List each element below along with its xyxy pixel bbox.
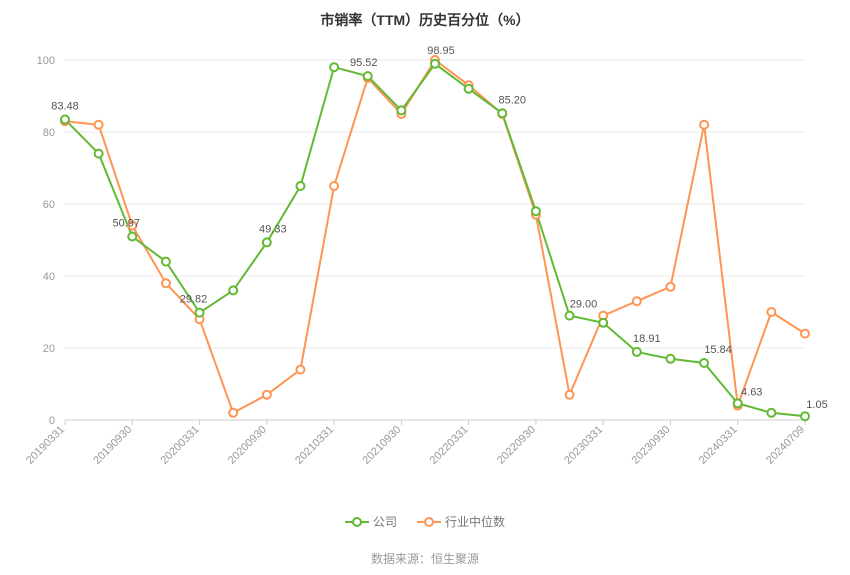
x-axis-label: 20190930 (91, 424, 134, 467)
legend-label: 公司 (373, 513, 397, 530)
data-label: 98.95 (427, 45, 455, 57)
legend-label: 行业中位数 (445, 513, 505, 530)
marker-company (95, 150, 103, 158)
marker-industry (666, 283, 674, 291)
marker-company (532, 207, 540, 215)
series-line-industry (65, 60, 805, 413)
legend-swatch (417, 516, 441, 528)
marker-industry (767, 308, 775, 316)
marker-company (599, 319, 607, 327)
marker-industry (566, 391, 574, 399)
data-label: 29.00 (570, 299, 598, 311)
marker-company (397, 106, 405, 114)
marker-industry (801, 330, 809, 338)
marker-company (633, 348, 641, 356)
legend-item-company[interactable]: 公司 (345, 513, 397, 530)
y-axis-label: 0 (49, 415, 55, 427)
chart-container: 市销率（TTM）历史百分位（%） 0 20 40 60 80 100 20190331 201… (0, 0, 850, 575)
chart-svg: 0 20 40 60 80 100 20190331 20190930 20200331 2020… (0, 0, 850, 500)
x-axis-label: 20240331 (697, 424, 740, 467)
y-axis-label: 40 (43, 271, 55, 283)
legend-swatch (345, 516, 369, 528)
data-label: 4.63 (741, 386, 762, 398)
marker-company (566, 312, 574, 320)
marker-company (296, 182, 304, 190)
legend-item-industry[interactable]: 行业中位数 (417, 513, 505, 530)
marker-company (196, 309, 204, 317)
x-axis-label: 20200930 (226, 424, 269, 467)
marker-industry (633, 297, 641, 305)
x-axis-label: 20220930 (495, 424, 538, 467)
marker-industry (263, 391, 271, 399)
x-axis-label: 20190331 (24, 424, 67, 467)
marker-company (465, 85, 473, 93)
x-axis-label: 20210331 (293, 424, 336, 467)
marker-company (263, 238, 271, 246)
marker-company (431, 60, 439, 68)
y-axis-label: 60 (43, 199, 55, 211)
data-label: 18.91 (633, 333, 661, 345)
marker-industry (700, 121, 708, 129)
marker-company (498, 109, 506, 117)
data-label: 1.05 (806, 399, 827, 411)
marker-industry (95, 121, 103, 129)
y-axis-label: 100 (37, 55, 55, 67)
marker-industry (229, 409, 237, 417)
x-axis-label: 20210930 (360, 424, 403, 467)
y-axis-label: 20 (43, 343, 55, 355)
marker-industry (330, 182, 338, 190)
marker-industry (296, 366, 304, 374)
x-axis-label: 20230930 (629, 424, 672, 467)
marker-company (364, 72, 372, 80)
chart-title: 市销率（TTM）历史百分位（%） (0, 10, 850, 30)
data-label: 49.33 (259, 223, 287, 235)
marker-company (801, 412, 809, 420)
data-source: 数据来源：恒生聚源 (0, 550, 850, 567)
marker-company (61, 115, 69, 123)
data-label: 83.48 (51, 100, 79, 112)
marker-company (666, 355, 674, 363)
marker-industry (162, 279, 170, 287)
data-label: 50.97 (113, 218, 141, 230)
marker-company (229, 286, 237, 294)
x-axis-label: 20200331 (159, 424, 202, 467)
marker-company (734, 399, 742, 407)
y-axis-label: 80 (43, 127, 55, 139)
x-axis-label: 20240709 (764, 424, 807, 467)
data-label: 95.52 (350, 57, 378, 69)
series-line-company (65, 64, 805, 416)
marker-company (767, 409, 775, 417)
x-axis-label: 20220331 (428, 424, 471, 467)
data-label: 29.82 (180, 294, 208, 306)
legend: 公司 行业中位数 (0, 513, 850, 530)
data-label: 15.84 (704, 344, 732, 356)
marker-company (162, 258, 170, 266)
data-label: 85.20 (499, 94, 527, 106)
marker-company (128, 233, 136, 241)
x-axis-label: 20230331 (562, 424, 605, 467)
marker-company (700, 359, 708, 367)
marker-company (330, 63, 338, 71)
